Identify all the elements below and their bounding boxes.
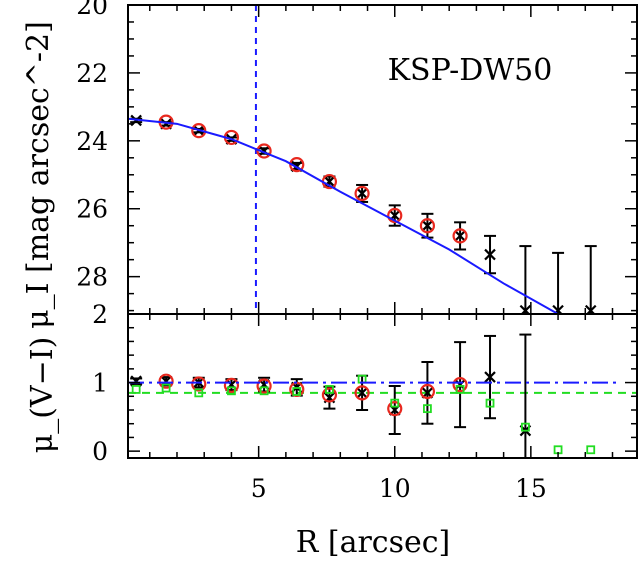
data-point-circle <box>419 218 436 234</box>
data-point-square <box>586 445 596 455</box>
data-point-circle <box>191 123 207 139</box>
data-point-circle <box>387 401 403 417</box>
data-point-circle <box>223 377 240 393</box>
data-point-square <box>521 422 530 432</box>
x-tick-label: 10 <box>379 474 411 503</box>
data-point-square <box>259 386 269 396</box>
y-tick-label: 1 <box>92 369 108 398</box>
y-tick-label: 22 <box>76 59 108 88</box>
data-point-circle <box>191 376 207 392</box>
data-point-circle <box>387 207 403 224</box>
data-point-circle <box>256 143 272 159</box>
y-tick-label: 26 <box>76 195 108 224</box>
data-point-circle <box>256 378 272 394</box>
data-point-x <box>356 187 368 200</box>
plot-area <box>128 333 637 458</box>
data-point-circle <box>452 228 468 244</box>
data-point-circle <box>321 387 338 403</box>
data-point-square <box>194 388 204 398</box>
data-point-x <box>421 219 434 232</box>
y-tick-label: 2 <box>92 300 108 329</box>
y-tick-label: 24 <box>76 127 108 156</box>
x-tick-label: 5 <box>251 474 267 503</box>
data-point-square <box>325 385 334 394</box>
x-axis-label: R [arcsec] <box>296 525 451 560</box>
data-point-x <box>454 230 466 242</box>
data-point-square <box>455 385 465 394</box>
data-point-circle <box>158 373 174 389</box>
top-y-axis-label: μ_I [mag arcsec^-2] <box>21 21 56 329</box>
data-point-circle <box>354 385 370 401</box>
panel-frame <box>127 4 638 315</box>
data-point-square <box>161 383 171 393</box>
data-point-square <box>292 387 302 396</box>
y-tick-label: 20 <box>76 0 108 20</box>
x-tick-label: 15 <box>515 474 547 503</box>
bottom-y-axis-label: μ_(V−I) <box>25 337 60 454</box>
bottom-panel: 5 10 15 0 1 2 <box>92 300 638 503</box>
data-point-square <box>485 398 495 408</box>
panel-frame <box>127 313 638 459</box>
data-point-circle <box>354 185 370 202</box>
y-tick-label: 28 <box>76 263 108 292</box>
y-tick-label: 0 <box>92 437 108 466</box>
top-panel: 20 22 24 26 28 <box>76 0 638 315</box>
model-line <box>128 117 559 314</box>
object-name-annotation: KSP-DW50 <box>388 53 553 88</box>
data-point-circle <box>452 377 468 393</box>
data-point-square <box>131 385 141 394</box>
data-point-square <box>227 386 236 396</box>
data-point-x <box>484 248 496 261</box>
data-point-square <box>423 404 432 414</box>
plot-area <box>128 5 597 314</box>
data-point-x <box>356 387 368 399</box>
data-point-square <box>390 398 400 408</box>
data-point-x <box>484 371 496 383</box>
data-point-circle <box>419 383 436 400</box>
data-point-x <box>130 375 142 387</box>
